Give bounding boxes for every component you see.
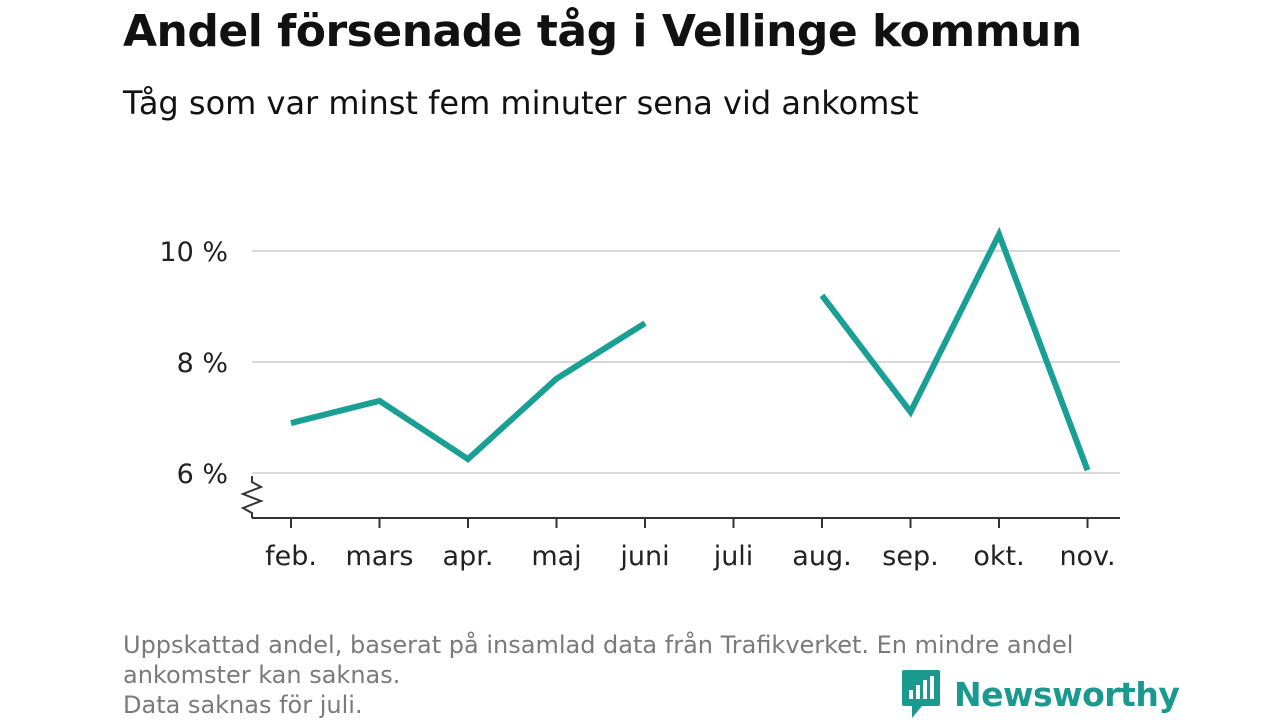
x-tick-label: aug.: [792, 541, 851, 572]
x-tick-label: juni: [619, 541, 669, 572]
brand-name: Newsworthy: [954, 674, 1180, 714]
chart-subtitle: Tåg som var minst fem minuter sena vid a…: [123, 84, 919, 122]
chart-title: Andel försenade tåg i Vellinge kommun: [123, 6, 1082, 57]
x-tick-label: apr.: [443, 541, 494, 572]
x-tick-label: feb.: [265, 541, 317, 572]
series-line: [819, 226, 1091, 472]
y-tick-label: 10 %: [159, 237, 228, 268]
footnote-line-2: ankomster kan saknas.: [123, 661, 401, 689]
brand-logo: Newsworthy: [900, 668, 1180, 720]
newsworthy-logo-icon: [902, 670, 940, 718]
x-tick-label: okt.: [973, 541, 1024, 572]
footnote-line-1: Uppskattad andel, baserat på insamlad da…: [123, 631, 1074, 659]
x-tick-label: mars: [345, 541, 413, 572]
series-line: [290, 320, 647, 463]
x-tick-label: maj: [531, 541, 581, 572]
x-tick-label: nov.: [1059, 541, 1115, 572]
y-tick-label: 6 %: [177, 459, 228, 490]
x-tick-label: sep.: [882, 541, 938, 572]
x-tick-label: juli: [713, 541, 754, 572]
y-tick-label: 8 %: [177, 348, 228, 379]
axis-break-icon: [240, 476, 264, 518]
footnote: Uppskattad andel, baserat på insamlad da…: [123, 630, 1163, 720]
footnote-line-3: Data saknas för juli.: [123, 691, 363, 719]
